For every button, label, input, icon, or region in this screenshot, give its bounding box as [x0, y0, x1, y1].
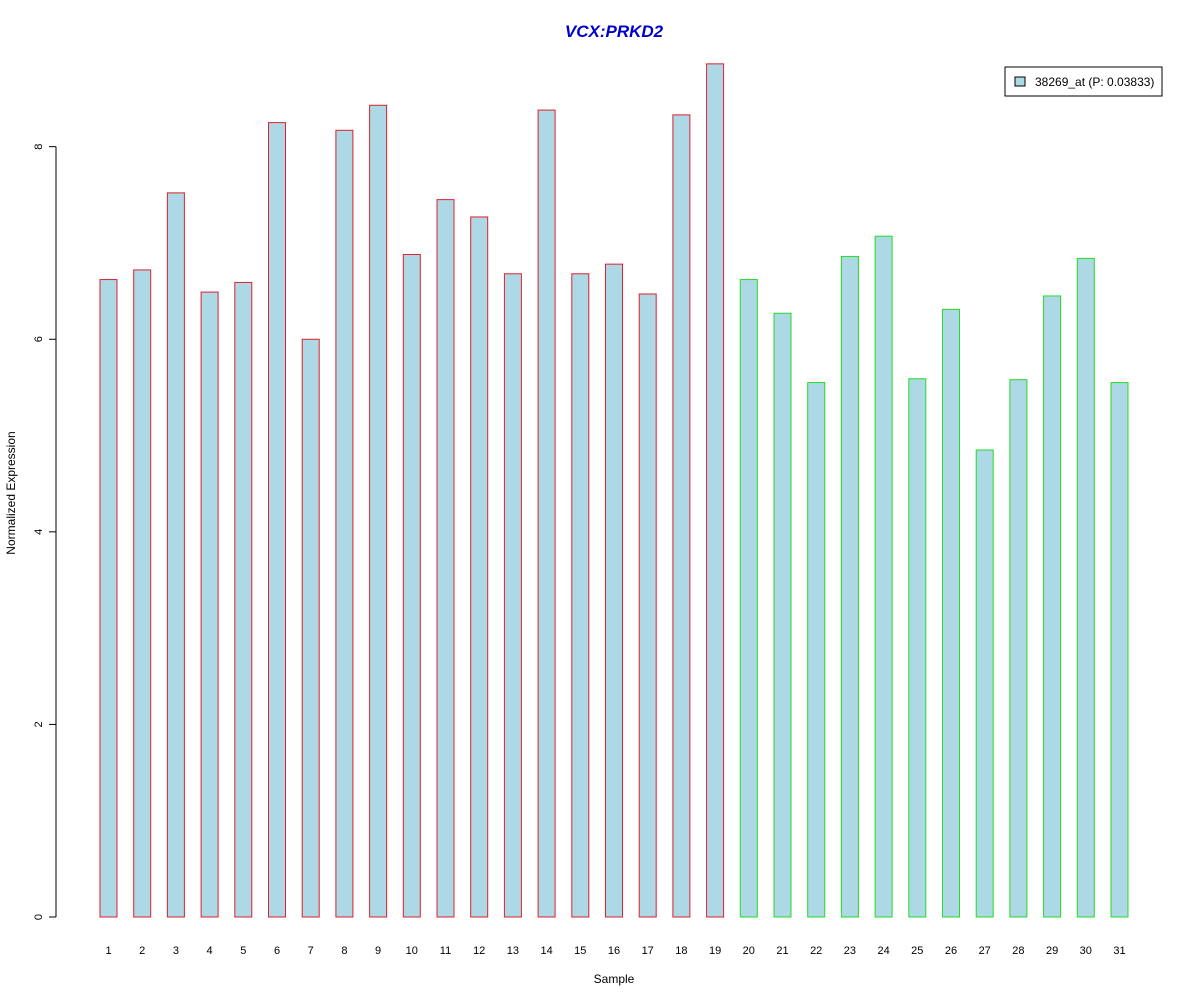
- y-tick-label: 0: [33, 914, 45, 920]
- x-tick-label: 3: [173, 945, 179, 957]
- y-tick-label: 2: [33, 721, 45, 727]
- x-tick-label: 20: [743, 945, 755, 957]
- x-tick-label: 9: [375, 945, 381, 957]
- x-tick-label: 26: [945, 945, 957, 957]
- y-tick-label: 6: [33, 336, 45, 342]
- x-tick-label: 25: [911, 945, 923, 957]
- bar-sample-6: [268, 122, 286, 918]
- x-tick-label: 7: [308, 945, 314, 957]
- bars-group: [99, 63, 1129, 918]
- bar-sample-24: [874, 235, 893, 918]
- bar-sample-16: [605, 263, 623, 918]
- x-tick-label: 15: [574, 945, 586, 957]
- x-tick-label: 24: [877, 945, 889, 957]
- y-axis-label: Normalized Expression: [4, 431, 18, 554]
- bar-sample-22: [807, 382, 826, 918]
- chart-title: VCX:PRKD2: [565, 22, 664, 41]
- x-tick-label: 5: [240, 945, 246, 957]
- bar-sample-14: [537, 109, 556, 918]
- x-tick-label: 8: [341, 945, 347, 957]
- bar-sample-7: [301, 338, 320, 918]
- x-tick-label: 6: [274, 945, 280, 957]
- bar-sample-13: [503, 273, 522, 918]
- x-tick-label: 13: [507, 945, 519, 957]
- bar-sample-20: [739, 279, 758, 918]
- x-tick-label: 11: [440, 945, 451, 957]
- bar-sample-18: [672, 114, 691, 918]
- bar-sample-21: [773, 312, 792, 918]
- x-tick-label: 19: [709, 945, 721, 957]
- x-tick-label: 2: [139, 945, 145, 957]
- x-axis-label: Sample: [594, 972, 635, 986]
- bar-sample-9: [369, 104, 388, 918]
- x-tick-label: 23: [844, 945, 856, 957]
- bar-sample-25: [908, 378, 927, 918]
- x-tick-label: 29: [1046, 945, 1058, 957]
- x-tick-label: 22: [810, 945, 822, 957]
- x-tick-label: 17: [642, 945, 654, 957]
- x-tick-label: 31: [1113, 945, 1125, 957]
- x-tick-label: 28: [1012, 945, 1024, 957]
- bar-sample-23: [840, 255, 859, 918]
- x-tick-label: 4: [207, 945, 213, 957]
- legend-label: 38269_at (P: 0.03833): [1035, 75, 1154, 89]
- bar-sample-12: [470, 216, 489, 918]
- x-tick-label: 21: [776, 945, 788, 957]
- bar-sample-19: [706, 63, 725, 918]
- x-tick-label: 18: [675, 945, 687, 957]
- x-tick-label: 30: [1080, 945, 1092, 957]
- x-tick-label: 1: [105, 945, 111, 957]
- x-tick-labels: 1 2 3 4 5 6 7 8 9 10 11 12 13 14 15 16 17 18 19 20 21 22 23 24 2…: [105, 945, 1125, 957]
- bar-sample-5: [234, 281, 253, 918]
- bar-sample-2: [133, 269, 152, 918]
- legend-swatch: [1014, 76, 1026, 87]
- y-tick-label: 8: [33, 144, 45, 150]
- bar-sample-31: [1110, 382, 1129, 918]
- bar-sample-10: [402, 254, 421, 918]
- x-tick-label: 16: [608, 945, 620, 957]
- bar-sample-4: [200, 291, 219, 918]
- bar-sample-28: [1009, 379, 1028, 918]
- x-tick-label: 10: [406, 945, 418, 957]
- y-tick-label: 4: [33, 529, 45, 535]
- bar-sample-1: [99, 279, 118, 918]
- bar-sample-8: [335, 129, 354, 918]
- bar-sample-29: [1043, 295, 1062, 918]
- legend: 38269_at (P: 0.03833): [1004, 66, 1163, 97]
- bar-sample-30: [1076, 257, 1095, 918]
- y-axis: 0 2 4 6 8: [33, 144, 57, 920]
- bar-sample-15: [571, 273, 590, 918]
- x-tick-label: 27: [979, 945, 991, 957]
- bar-sample-17: [638, 293, 657, 918]
- bar-sample-27: [975, 449, 994, 918]
- bar-sample-26: [942, 308, 960, 918]
- bar-sample-11: [436, 199, 455, 918]
- bar-sample-3: [166, 192, 185, 918]
- x-tick-label: 12: [473, 945, 485, 957]
- x-tick-label: 14: [540, 945, 552, 957]
- legend-box: [1004, 66, 1163, 97]
